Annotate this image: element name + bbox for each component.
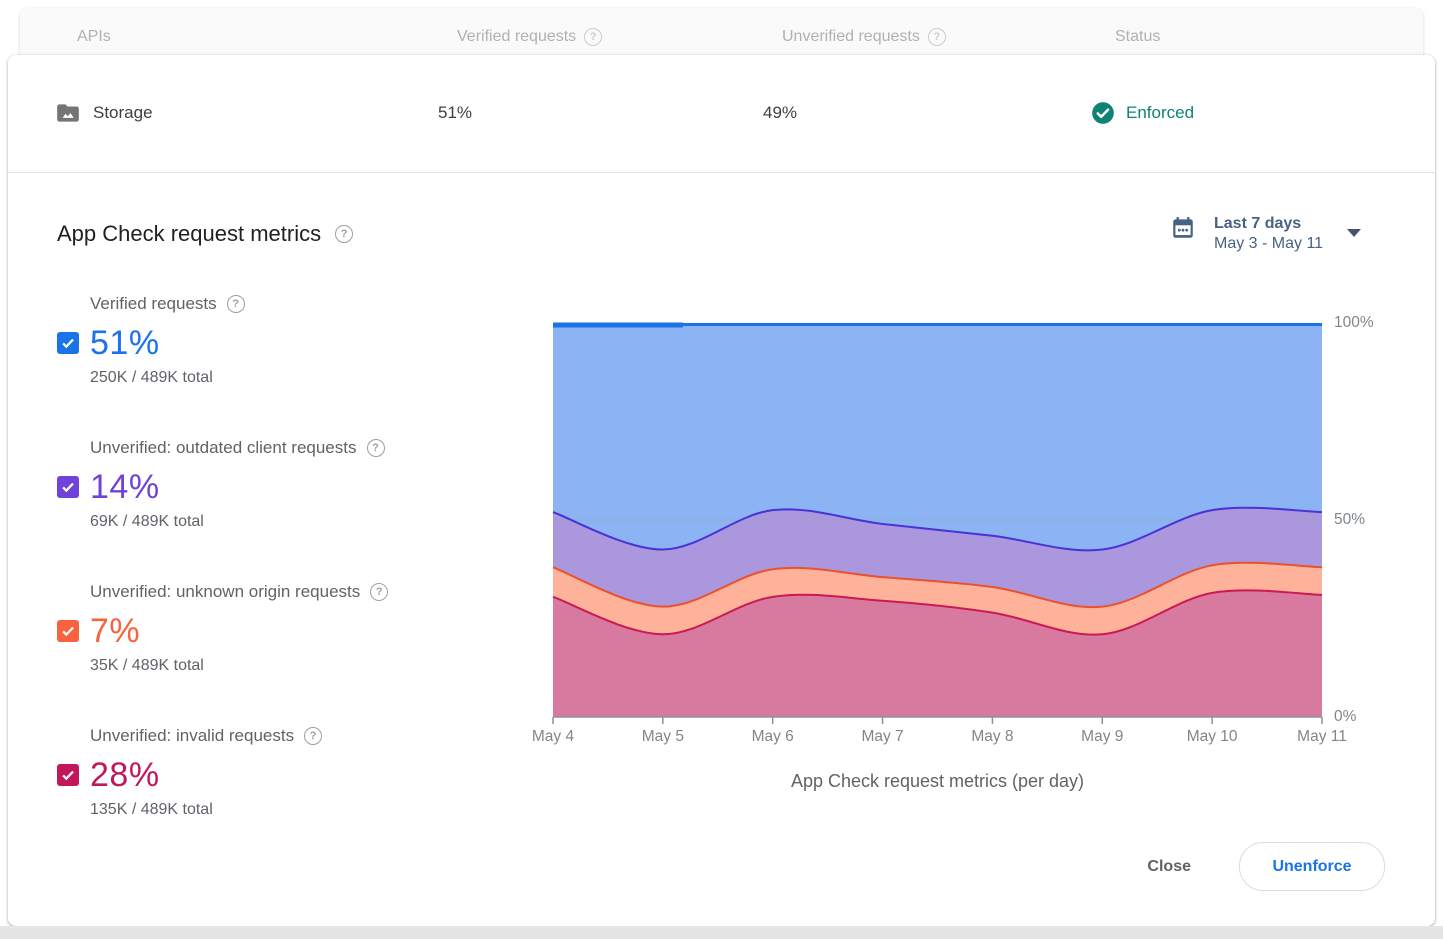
- x-axis-label: May 8: [971, 728, 1014, 745]
- metric-label-row: Unverified: outdated client requests: [90, 436, 497, 460]
- status-badge: Enforced: [1126, 103, 1195, 122]
- unenforce-button[interactable]: Unenforce: [1239, 842, 1385, 891]
- chart-caption: App Check request metrics (per day): [790, 771, 1085, 791]
- app-check-detail-card: Storage 51% 49% Enforced App Check reque…: [8, 55, 1435, 926]
- metric-value: 51%: [90, 323, 160, 362]
- x-axis-label: May 4: [531, 728, 575, 745]
- x-axis-label: May 10: [1186, 728, 1238, 745]
- unverified-percent-cell: 49%: [763, 87, 797, 139]
- metric-label-row: Unverified: invalid requests: [90, 724, 497, 748]
- x-axis-label: May 11: [1297, 728, 1347, 745]
- page-title: App Check request metrics: [57, 221, 322, 246]
- x-axis-label: May 6: [751, 728, 794, 745]
- date-range-selector[interactable]: Last 7 days May 3 - May 11: [1170, 215, 1362, 253]
- boundary-line: [552, 561, 1323, 609]
- metric-total: 135K / 489K total: [90, 801, 213, 818]
- api-name-cell: Storage: [55, 87, 153, 139]
- divider: [8, 172, 1435, 173]
- enforced-check-icon: [1092, 102, 1114, 124]
- metric-label: Unverified: unknown origin requests: [90, 582, 361, 601]
- y-axis-label: 50%: [1334, 511, 1366, 528]
- metric-unknown-origin: Unverified: unknown origin requests 7% 3…: [57, 580, 497, 675]
- page-background-strip: [0, 926, 1443, 939]
- column-header-unverified-label: Unverified requests: [782, 28, 920, 45]
- boundary-line: [552, 506, 1323, 552]
- checkbox-outdated-client[interactable]: [57, 476, 79, 498]
- stacked-area-chart: May 4 May 5 May 6 May 7 May 8 May 9 May 10 May …: [532, 314, 1374, 745]
- metric-total: 250K / 489K total: [90, 369, 213, 386]
- help-icon[interactable]: [584, 28, 603, 46]
- storage-folder-icon: [57, 104, 79, 122]
- boundary-line: [552, 589, 1323, 636]
- date-range-label: Last 7 days: [1214, 215, 1302, 232]
- help-icon[interactable]: [335, 225, 354, 243]
- help-icon[interactable]: [370, 583, 389, 601]
- checkbox-unknown-origin[interactable]: [57, 620, 79, 642]
- metric-label: Unverified: outdated client requests: [90, 438, 357, 457]
- metric-verified: Verified requests 51% 250K / 489K total: [57, 292, 497, 387]
- checkbox-invalid[interactable]: [57, 764, 79, 786]
- calendar-icon: [1173, 217, 1193, 238]
- help-icon[interactable]: [226, 295, 245, 313]
- x-axis-label: May 7: [861, 728, 904, 745]
- metric-outdated-client: Unverified: outdated client requests 14%…: [57, 436, 497, 531]
- column-header-status: Status: [1115, 28, 1160, 46]
- metric-label: Verified requests: [90, 294, 217, 313]
- column-header-verified: Verified requests: [457, 28, 603, 46]
- column-header-verified-label: Verified requests: [457, 28, 577, 45]
- y-axis-label: 100%: [1334, 314, 1374, 331]
- metric-value: 7%: [90, 611, 141, 650]
- metric-label-row: Verified requests: [90, 292, 497, 316]
- help-icon[interactable]: [927, 28, 946, 46]
- area-1: [553, 590, 1322, 717]
- column-header-status-label: Status: [1115, 28, 1161, 45]
- checkbox-verified[interactable]: [57, 332, 79, 354]
- x-axis-label: May 5: [641, 728, 684, 745]
- date-range-dates: May 3 - May 11: [1214, 235, 1324, 252]
- section-title-row: App Check request metrics: [57, 221, 354, 247]
- api-name: Storage: [93, 103, 153, 122]
- date-range-text: Last 7 days May 3 - May 11: [1214, 215, 1323, 253]
- column-header-apis-label: APIs: [77, 28, 111, 45]
- metric-invalid: Unverified: invalid requests 28% 135K / …: [57, 724, 497, 819]
- dialog-actions: Close Unenforce: [1137, 842, 1385, 891]
- verified-percent: 51%: [438, 103, 473, 122]
- status-cell: Enforced: [1090, 87, 1194, 139]
- table-row-storage[interactable]: Storage 51% 49% Enforced: [8, 87, 1435, 139]
- metric-total: 69K / 489K total: [90, 513, 204, 530]
- close-button[interactable]: Close: [1137, 846, 1201, 888]
- metric-value: 28%: [90, 755, 160, 794]
- metric-label-row: Unverified: unknown origin requests: [90, 580, 497, 604]
- metric-value: 14%: [90, 467, 160, 506]
- metric-label: Unverified: invalid requests: [90, 726, 295, 745]
- chart-plot-area: [552, 322, 1323, 724]
- unverified-percent: 49%: [763, 103, 798, 122]
- column-header-unverified: Unverified requests: [782, 28, 946, 46]
- column-header-apis: APIs: [77, 28, 111, 46]
- verified-percent-cell: 51%: [438, 87, 472, 139]
- metric-total: 35K / 489K total: [90, 657, 204, 674]
- help-icon[interactable]: [366, 439, 385, 457]
- help-icon[interactable]: [304, 727, 323, 745]
- x-axis-label: May 9: [1081, 728, 1124, 745]
- chevron-down-icon[interactable]: [1347, 229, 1362, 237]
- y-axis-label: 0%: [1334, 708, 1357, 725]
